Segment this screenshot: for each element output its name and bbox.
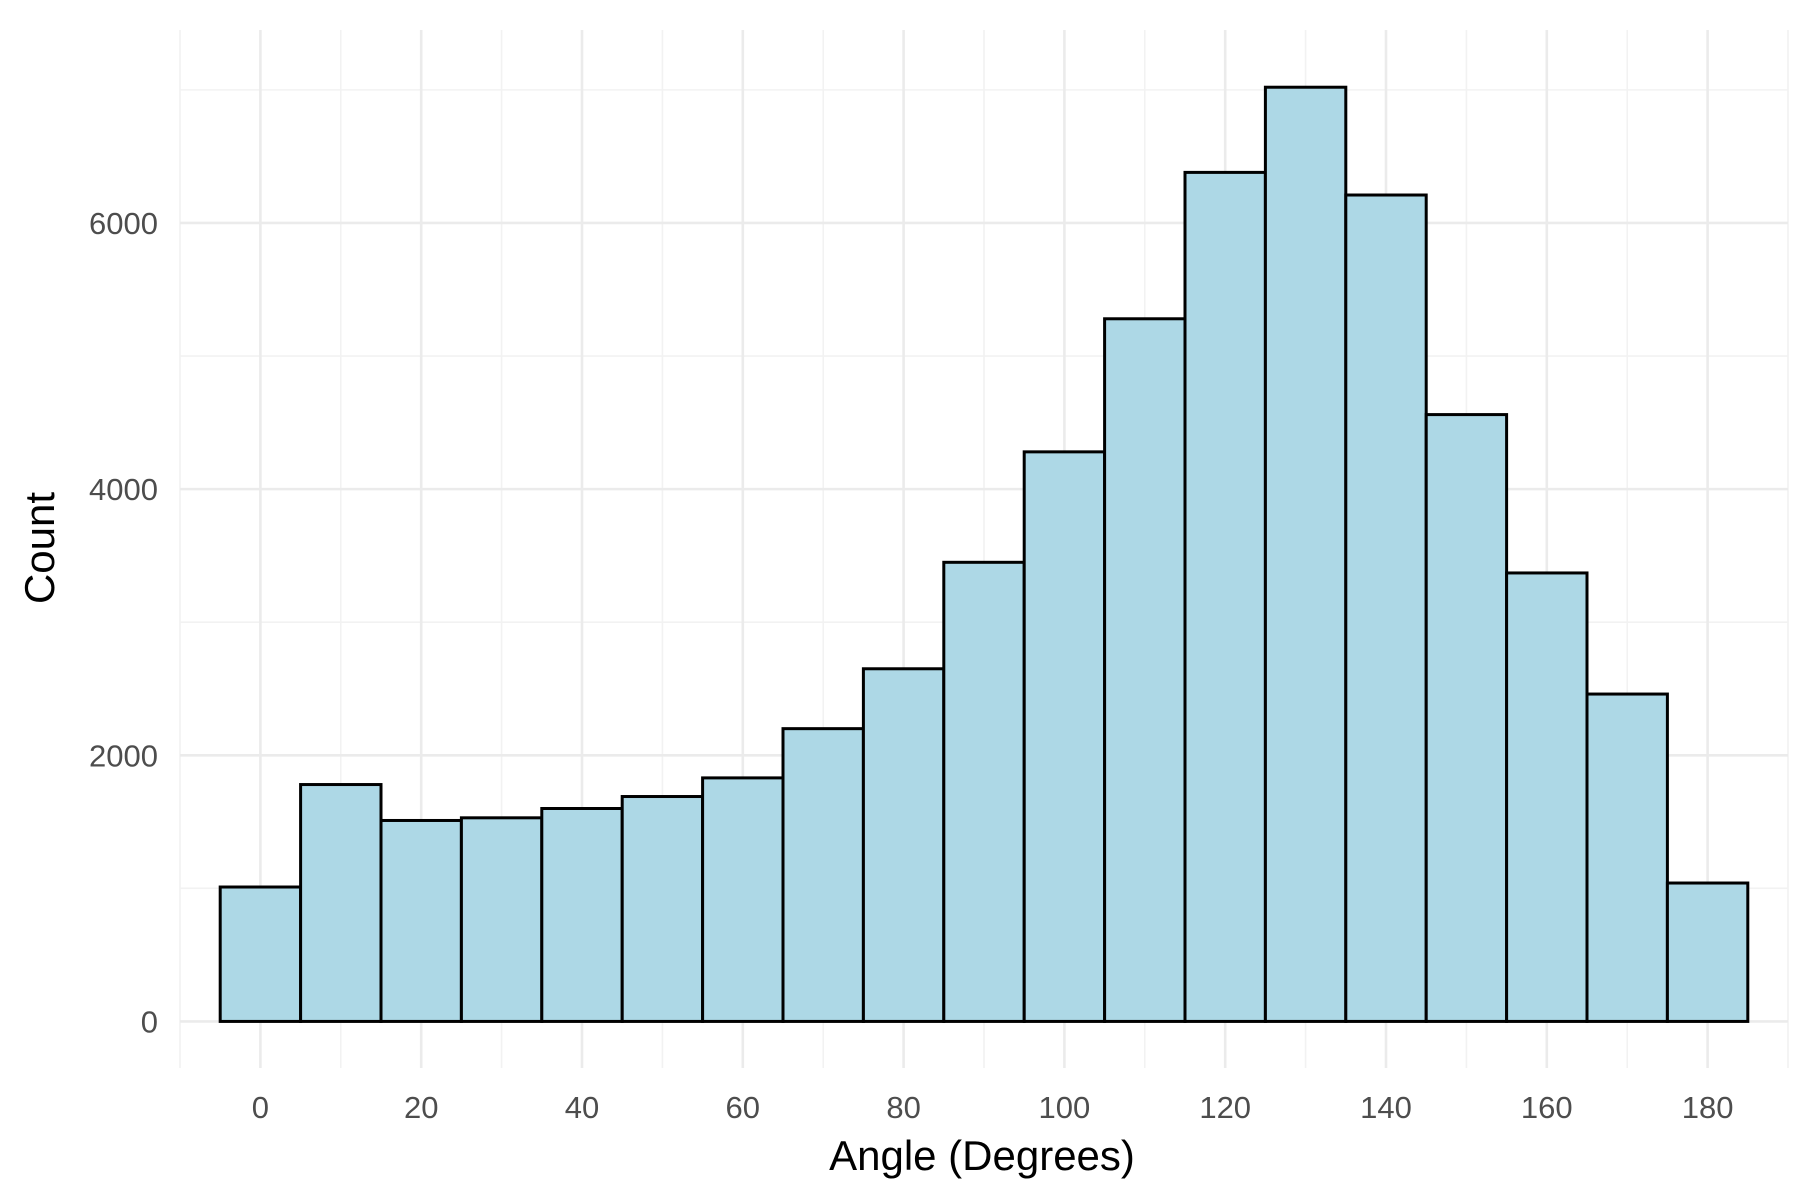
x-tick-label: 100 [1039, 1090, 1091, 1125]
x-tick-label: 180 [1682, 1090, 1734, 1125]
histogram-bar [1103, 317, 1187, 1023]
histogram-bar [620, 795, 705, 1023]
histogram-bar [218, 885, 303, 1023]
x-tick-label: 120 [1199, 1090, 1251, 1125]
y-tick-label: 2000 [89, 738, 158, 773]
histogram-bar [1424, 413, 1509, 1023]
histogram-bar [1263, 85, 1348, 1023]
x-tick-label: 0 [252, 1090, 269, 1125]
y-axis-title: Count [16, 492, 63, 604]
x-tick-label: 160 [1521, 1090, 1573, 1125]
x-tick-label: 40 [565, 1090, 599, 1125]
x-tick-label: 60 [726, 1090, 760, 1125]
histogram-bar [1585, 692, 1669, 1023]
histogram-bar [379, 818, 463, 1023]
histogram-bar [942, 560, 1026, 1023]
x-axis-title: Angle (Degrees) [829, 1132, 1135, 1179]
histogram-bar [1505, 571, 1589, 1023]
x-tick-label: 80 [886, 1090, 920, 1125]
histogram-bar [1183, 170, 1267, 1023]
y-tick-label: 0 [141, 1004, 158, 1039]
histogram-bar [459, 816, 544, 1023]
histogram-bars [218, 85, 1750, 1023]
histogram-bar [299, 783, 383, 1023]
histogram-bar [1022, 450, 1107, 1023]
histogram-bar [1665, 881, 1750, 1023]
x-axis-tick-labels: 0 20 40 60 80 100 120 140 160 180 [252, 1090, 1734, 1125]
y-tick-label: 6000 [89, 206, 158, 241]
histogram-bar [701, 776, 785, 1023]
histogram-bar [781, 727, 865, 1023]
histogram-bar [1344, 193, 1428, 1023]
histogram-bar [861, 667, 946, 1023]
y-tick-label: 4000 [89, 472, 158, 507]
x-tick-label: 140 [1360, 1090, 1412, 1125]
histogram-bar [540, 807, 624, 1023]
y-axis-tick-labels: 0 2000 4000 6000 [89, 206, 158, 1039]
x-tick-label: 20 [404, 1090, 438, 1125]
